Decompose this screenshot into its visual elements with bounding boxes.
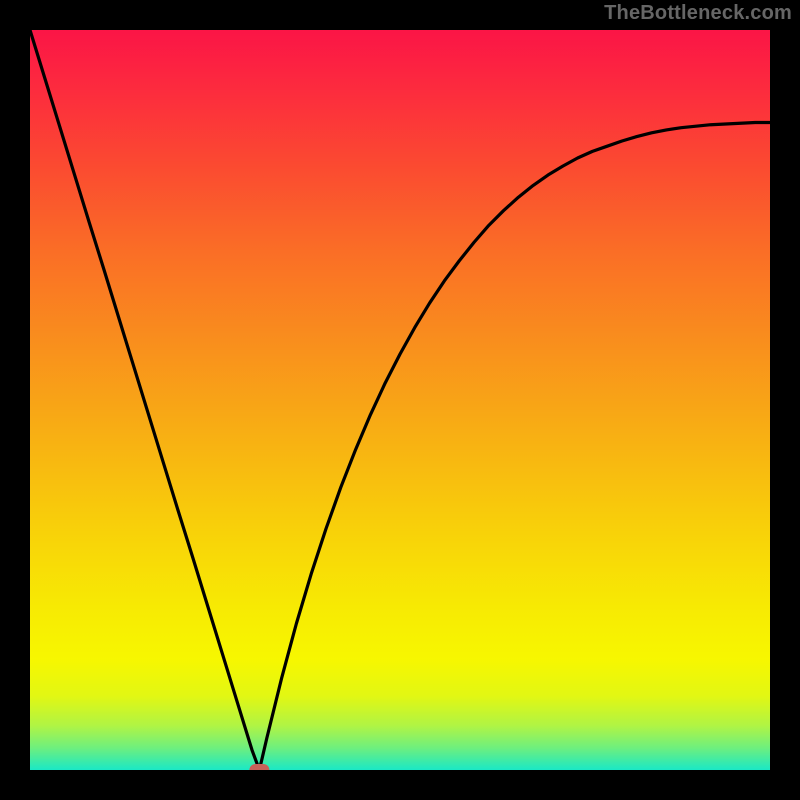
curve-right-branch: [259, 123, 770, 771]
watermark-text: TheBottleneck.com: [604, 2, 792, 25]
plot-area: [30, 30, 770, 770]
chart-container: TheBottleneck.com: [0, 0, 800, 800]
minimum-marker: [249, 764, 269, 770]
plot-svg: [30, 30, 770, 770]
curve-left-branch: [30, 30, 259, 770]
